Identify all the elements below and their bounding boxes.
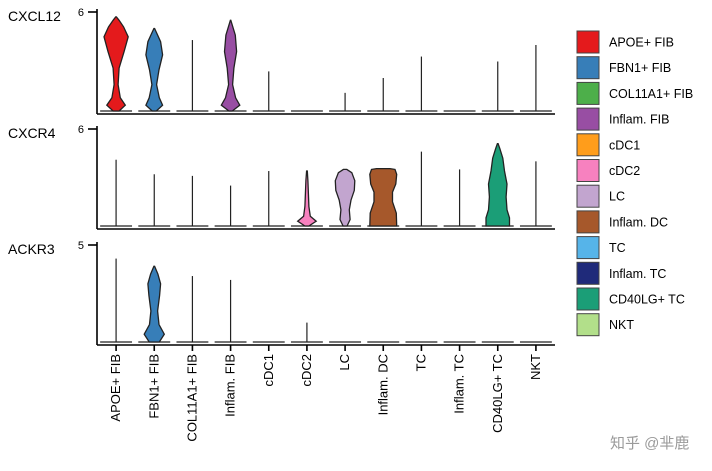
x-tick-label: TC: [413, 354, 428, 371]
legend-swatch: [576, 236, 600, 260]
violin-cd40lg-tc: [485, 142, 511, 227]
gene-label: ACKR3: [8, 241, 55, 257]
y-tick-label: 5: [78, 240, 84, 252]
x-tick-label: Inflam. TC: [452, 354, 467, 414]
violin-fbn1-fib: [143, 265, 166, 343]
legend-swatch: [576, 30, 600, 54]
legend-swatch: [576, 81, 600, 105]
x-tick-label: FBN1+ FIB: [146, 354, 161, 419]
y-tick-label: 6: [78, 124, 84, 136]
legend-label: APOE+ FIB: [609, 36, 674, 50]
x-tick-label: Inflam. DC: [375, 354, 390, 415]
legend: APOE+ FIB FBN1+ FIB COL11A1+ FIB Inflam. FI…: [576, 30, 693, 337]
violin-cdc2: [296, 170, 318, 227]
legend-label: Inflam. DC: [609, 215, 668, 229]
violin-apoe-fib: [103, 16, 129, 112]
legend-swatch: [576, 107, 600, 131]
x-tick-label: cDC1: [261, 354, 276, 387]
x-tick-label: COL11A1+ FIB: [184, 354, 199, 442]
x-tick-label: LC: [337, 354, 352, 371]
violin-lc: [334, 168, 356, 227]
legend-swatch: [576, 133, 600, 157]
x-tick-label: NKT: [528, 354, 543, 380]
legend-swatch: [576, 261, 600, 285]
legend-label: TC: [609, 241, 626, 255]
x-axis: APOE+ FIB FBN1+ FIB COL11A1+ FIB Inflam. FI…: [108, 345, 543, 442]
legend-swatch: [576, 56, 600, 80]
panel-ackr3: ACKR3 5: [8, 240, 555, 346]
legend-swatch: [576, 287, 600, 311]
legend-label: Inflam. FIB: [609, 113, 669, 127]
legend-swatch: [576, 210, 600, 234]
x-tick-label: cDC2: [299, 354, 314, 387]
legend-label: CD40LG+ TC: [609, 293, 685, 307]
panel-cxcr4: CXCR4 6: [8, 124, 555, 230]
legend-swatch: [576, 184, 600, 208]
legend-label: LC: [609, 190, 625, 204]
legend-label: FBN1+ FIB: [609, 61, 671, 75]
watermark-text: 知乎 @芈鹿: [610, 435, 689, 452]
x-tick-label: APOE+ FIB: [108, 354, 123, 422]
legend-label: COL11A1+ FIB: [609, 87, 693, 101]
gene-label: CXCL12: [8, 8, 61, 24]
x-tick-label: Inflam. FIB: [223, 354, 238, 417]
legend-swatch: [576, 159, 600, 182]
violin-inflam-fib: [220, 19, 241, 112]
legend-label: cDC2: [609, 164, 640, 178]
legend-label: NKT: [609, 318, 634, 332]
legend-label: cDC1: [609, 138, 640, 152]
chart-panels: CXCL12 6 CXCR4 6 ACKR3 5: [8, 7, 555, 346]
y-tick-label: 6: [78, 7, 84, 19]
gene-label: CXCR4: [8, 125, 56, 141]
legend-label: Inflam. TC: [609, 267, 666, 281]
legend-swatch: [576, 313, 600, 337]
panel-cxcl12: CXCL12 6: [8, 7, 555, 115]
x-tick-label: CD40LG+ TC: [490, 354, 505, 433]
violin-inflam-dc: [369, 167, 398, 227]
violin-fbn1-fib: [145, 27, 164, 112]
